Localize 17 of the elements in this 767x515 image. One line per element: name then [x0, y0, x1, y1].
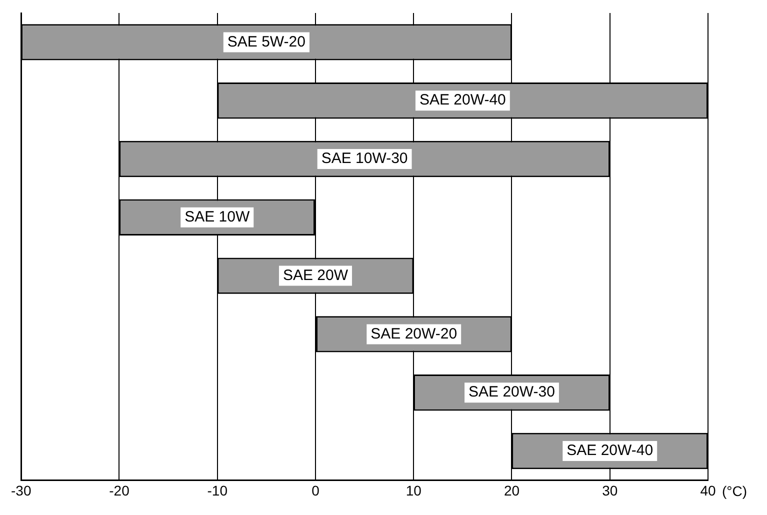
y-tick-label: SAE 5W-20 [227, 33, 306, 50]
y-tick-label: SAE 20W-30 [468, 384, 555, 401]
y-tick-label: SAE 10W-30 [321, 150, 408, 168]
x-tick-label: 30 [602, 482, 618, 498]
x-axis-title: (°C) [722, 483, 748, 500]
x-tick-label: 20 [504, 482, 520, 498]
x-tick-label: -20 [109, 482, 130, 498]
y-tick-label: SAE 10W [184, 208, 250, 226]
x-tick-label: -10 [207, 482, 228, 498]
y-tick-label: SAE 20W-20 [370, 325, 458, 342]
x-tick-label: -30 [11, 482, 32, 498]
y-tick-label: SAE 20W [282, 266, 349, 284]
y-tick-label: SAE 20W-40 [419, 92, 506, 109]
x-tick-label: 0 [312, 482, 320, 498]
x-tick-label: 10 [406, 482, 422, 498]
y-tick-label: SAE 20W-40 [566, 442, 654, 460]
x-tick-label: 40 [700, 482, 716, 498]
